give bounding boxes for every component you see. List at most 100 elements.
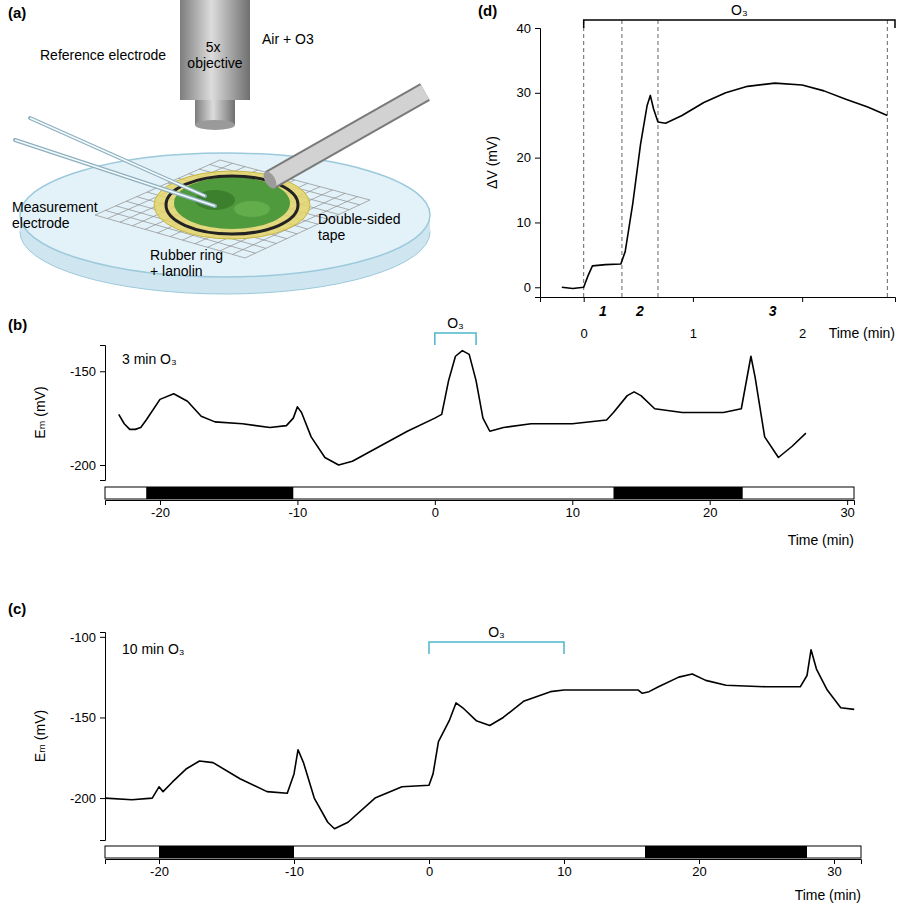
y-axis-title: ΔV (mV)	[484, 136, 500, 189]
x-tick-label: 2	[799, 326, 806, 341]
diagram-label: Air + O3	[262, 31, 314, 47]
electrode-core	[15, 140, 215, 206]
x-axis-line	[106, 860, 862, 865]
tube-outline	[270, 92, 425, 180]
x-tick-label: 10	[566, 505, 580, 520]
phase-boundary	[583, 20, 584, 297]
plot-area	[562, 83, 888, 288]
y-axis-line	[100, 346, 106, 481]
y-tick-mark	[100, 371, 105, 372]
panel-label: (c)	[8, 600, 26, 617]
x-tick: -20	[150, 859, 169, 879]
y-tick-label: 0	[524, 280, 531, 295]
y-axis-title: Eₘ (mV)	[32, 710, 48, 762]
y-tick-label: 10	[517, 215, 531, 230]
phase-label: 3	[769, 303, 777, 319]
x-tick-label: 0	[432, 505, 439, 520]
y-tick: 30	[517, 85, 540, 100]
x-axis-title: Time (min)	[788, 532, 854, 548]
y-tick: -200	[70, 458, 105, 473]
x-axis: 012	[541, 297, 896, 341]
x-tick: 30	[827, 859, 841, 879]
diagram: (a)Reference electrode5x objectiveAir + …	[8, 0, 430, 294]
x-tick: -10	[289, 500, 308, 520]
y-tick: 40	[517, 21, 540, 36]
y-tick-mark	[100, 798, 105, 799]
x-tick-label: 0	[581, 326, 588, 341]
phase-boundary	[657, 20, 658, 297]
electrode	[30, 118, 205, 196]
y-tick-label: -200	[70, 458, 96, 473]
objective-lens	[195, 120, 235, 130]
y-tick-mark	[535, 93, 540, 94]
light-dark-bar	[105, 487, 854, 499]
electrode	[15, 140, 215, 206]
light-dark-bar	[105, 846, 861, 858]
figure: (a)Reference electrode5x objectiveAir + …	[0, 0, 912, 909]
y-axis-line	[100, 633, 106, 841]
x-axis-title: Time (min)	[795, 887, 861, 903]
x-tick: 20	[703, 500, 717, 520]
dark-period	[159, 846, 294, 858]
y-tick-label: 40	[517, 21, 531, 36]
diagram-label: Rubber ring + lanolin	[150, 247, 227, 279]
phase-boundary	[887, 20, 888, 297]
phase-label: 1	[599, 303, 607, 319]
x-tick: 10	[557, 859, 571, 879]
x-tick: 10	[566, 500, 580, 520]
x-tick-mark	[802, 297, 803, 302]
trace	[105, 650, 854, 829]
x-tick: 0	[426, 859, 433, 879]
dark-period	[645, 846, 807, 858]
plot-area	[119, 351, 806, 465]
diagram-label: Double-sided tape	[318, 211, 404, 243]
diagram-label: 5x objective	[187, 39, 242, 71]
stimulus-bracket	[584, 20, 895, 28]
y-tick: -100	[70, 629, 105, 644]
x-tick-label: 20	[692, 864, 706, 879]
grid	[95, 160, 370, 258]
chart-panel: -200-150-20-100102030O₃(b)3 min O₃Time (…	[8, 315, 855, 548]
chart-panel: -200-150-100 -20 -100 10 20 30 O₃ (c) 10 min O₃ T…	[8, 600, 862, 903]
x-tick-label: 0	[426, 864, 433, 879]
stimulus-label: O₃	[488, 624, 505, 640]
chart-title: 3 min O₃	[122, 351, 177, 367]
x-tick-label: 20	[703, 505, 717, 520]
y-tick-label: -150	[70, 364, 96, 379]
dark-period	[613, 487, 742, 499]
y-axis: -200-150-100	[70, 629, 106, 840]
light-period	[105, 487, 854, 499]
x-tick-label: 1	[690, 326, 697, 341]
stimulus-label: O₃	[731, 2, 748, 18]
chart-title: 10 min O₃	[122, 641, 185, 657]
phase-label: 2	[635, 303, 644, 319]
x-tick-label: 30	[827, 864, 841, 879]
x-tick-mark	[584, 297, 585, 302]
y-tick: 0	[524, 280, 540, 295]
y-tick-label: -200	[70, 791, 96, 806]
x-axis: -20-100102030	[106, 859, 862, 879]
tube	[270, 92, 425, 180]
stimulus-bracket	[429, 642, 564, 654]
y-axis: 0 10 20 30 40	[517, 21, 541, 298]
x-tick: 1	[690, 297, 697, 341]
electrode-core	[30, 118, 205, 196]
y-tick: 20	[517, 150, 540, 165]
y-tick-mark	[535, 222, 540, 223]
x-tick: 30	[840, 500, 854, 520]
plot-area	[105, 650, 854, 829]
x-tick: 0	[432, 500, 439, 520]
chart-panel: 010203040012123O₃(d)Time (min)ΔV (mV)	[478, 2, 896, 341]
panel-label: (b)	[8, 316, 27, 333]
trace	[562, 83, 888, 288]
y-tick: -200	[70, 791, 105, 806]
y-tick-label: 20	[517, 150, 531, 165]
x-tick-label: -20	[151, 505, 170, 520]
trace	[119, 351, 806, 465]
tube-end	[261, 169, 279, 190]
x-tick: 0	[581, 297, 588, 341]
y-tick-mark	[535, 287, 540, 288]
y-tick-mark	[100, 465, 105, 466]
y-tick: 10	[517, 215, 540, 230]
dark-period	[146, 487, 293, 499]
